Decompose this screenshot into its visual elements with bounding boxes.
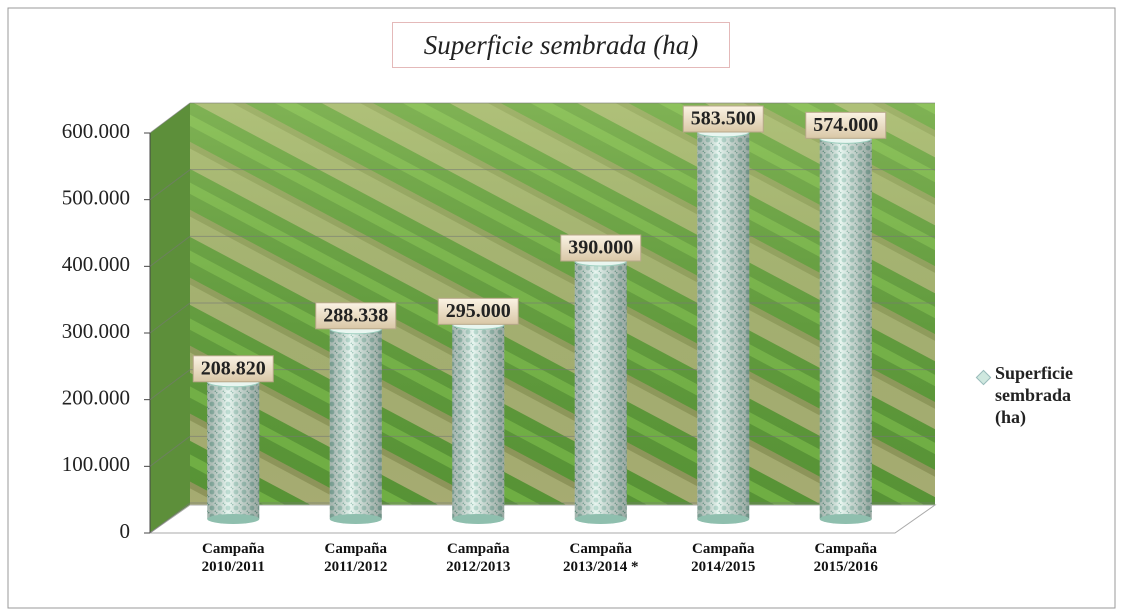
grid-line [149,102,191,134]
x-tick-label: Campaña 2010/2011 [201,541,265,575]
value-label-box [560,234,642,262]
bar-shade [452,324,505,519]
bar-shade [207,381,260,519]
x-tick-label: Campaña 2014/2015 [691,541,756,575]
grid-line [149,302,191,334]
value-label: 574.000 [813,114,878,136]
bar-base [574,514,627,524]
y-tick-label: 200.000 [62,385,130,409]
value-label-box [437,297,519,325]
floor [148,504,937,534]
bar-base [452,514,505,524]
chart-title: Superficie sembrada (ha) [392,22,730,68]
bar-shade [329,328,382,519]
value-label-box [192,355,274,383]
grid-line [149,169,191,201]
legend-label: Superficie sembrada (ha) [995,363,1073,427]
value-label-box [805,111,887,139]
value-label: 295.000 [446,300,511,322]
grid-line [149,235,191,267]
grid-line [149,502,191,534]
bar-base [819,514,872,524]
bar-shade [697,132,750,519]
value-label-box [682,105,764,133]
bar-shade [819,138,872,520]
x-tick-label: Campaña 2013/2014 * [563,541,639,575]
value-label: 583.500 [691,108,756,130]
y-tick-label: 600.000 [62,119,130,143]
y-tick-label: 0 [120,519,131,543]
x-tick-label: Campaña 2011/2012 [324,541,388,575]
value-label: 288.338 [323,304,388,326]
bar-shade [574,261,627,519]
grid-line [149,435,191,467]
value-label: 208.820 [201,357,266,379]
y-tick-label: 500.000 [62,185,130,209]
value-label: 390.000 [568,237,633,259]
value-label-box [315,302,397,330]
x-tick-label: Campaña 2012/2013 [446,541,511,575]
grid-line [149,369,191,401]
y-tick-label: 300.000 [62,319,130,343]
bar-base [697,514,750,524]
bar-base [207,514,260,524]
y-tick-label: 100.000 [62,452,130,476]
bar-base [329,514,382,524]
x-tick-label: Campaña 2015/2016 [813,541,878,575]
y-tick-label: 400.000 [62,252,130,276]
